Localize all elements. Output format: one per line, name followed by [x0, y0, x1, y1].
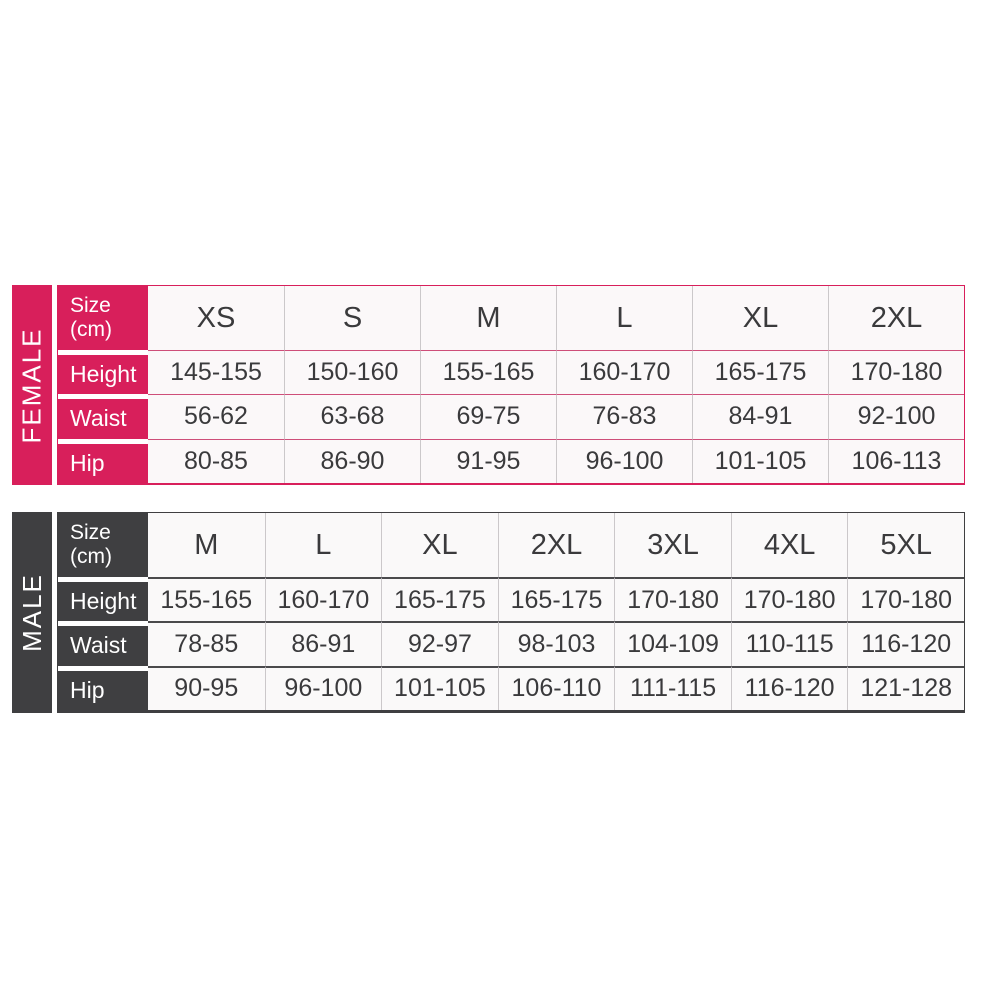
size-header-cell: M	[420, 286, 556, 350]
value-cell: 121-128	[847, 665, 964, 710]
size-header-cell: S	[284, 286, 420, 350]
value-cell: 111-115	[614, 665, 731, 710]
female-band-label: FEMALE	[16, 326, 47, 444]
value-cell: 56-62	[148, 394, 284, 438]
value-cell: 170-180	[847, 577, 964, 622]
value-cell: 78-85	[148, 621, 265, 665]
value-cell: 84-91	[692, 394, 828, 439]
unit-label-line: (cm)	[70, 545, 112, 568]
value-cell: 91-95	[420, 438, 556, 483]
row-label-cell: Waist	[58, 394, 148, 439]
value-cell: 96-100	[556, 438, 692, 483]
size-header-cell: L	[556, 286, 692, 350]
value-cell: 101-105	[381, 665, 498, 710]
value-cell: 155-165	[420, 350, 556, 395]
value-cell: 110-115	[730, 621, 848, 666]
size-header-cell: XL	[692, 286, 828, 350]
value-cell: 96-100	[264, 665, 382, 710]
value-cell: 106-110	[497, 665, 615, 710]
female-size-unit-cell: Size (cm)	[58, 286, 148, 350]
row-label-cell: Hip	[58, 438, 148, 483]
value-cell: 160-170	[556, 350, 692, 395]
row-label-cell: Hip	[58, 665, 148, 710]
value-cell: 90-95	[148, 665, 265, 710]
male-size-table: MALE Size (cm) M L XL 2XL 3XL 4XL 5XL He…	[12, 512, 965, 713]
row-label-cell: Height	[58, 350, 148, 395]
value-cell: 92-100	[828, 394, 964, 439]
male-band: MALE	[12, 512, 52, 713]
female-table-grid: Size (cm) XS S M L XL 2XL Height 145-155…	[57, 285, 965, 485]
value-cell: 150-160	[284, 350, 420, 395]
value-cell: 101-105	[692, 438, 828, 483]
value-cell: 116-120	[730, 665, 848, 710]
female-band: FEMALE	[12, 285, 52, 485]
value-cell: 155-165	[148, 577, 265, 621]
row-label-cell: Height	[58, 577, 148, 622]
row-label-cell: Waist	[58, 621, 148, 666]
unit-label-line: (cm)	[70, 318, 112, 341]
value-cell: 98-103	[497, 621, 615, 666]
value-cell: 69-75	[420, 394, 556, 439]
value-cell: 76-83	[556, 394, 692, 439]
value-cell: 63-68	[284, 394, 420, 439]
size-header-cell: L	[264, 513, 382, 577]
value-cell: 92-97	[381, 621, 498, 666]
value-cell: 145-155	[148, 350, 284, 394]
value-cell: 170-180	[614, 577, 731, 622]
female-size-table: FEMALE Size (cm) XS S M L XL 2XL Height …	[12, 285, 965, 485]
size-label-line: Size	[70, 294, 111, 318]
value-cell: 80-85	[148, 438, 284, 483]
value-cell: 106-113	[828, 438, 964, 483]
size-header-cell: 4XL	[730, 513, 848, 577]
value-cell: 165-175	[692, 350, 828, 395]
value-cell: 165-175	[381, 577, 498, 622]
value-cell: 160-170	[264, 577, 382, 622]
size-header-cell: 3XL	[614, 513, 731, 577]
value-cell: 104-109	[614, 621, 731, 666]
value-cell: 165-175	[497, 577, 615, 622]
size-header-cell: M	[194, 528, 219, 561]
size-header-cell: 2XL	[497, 513, 615, 577]
size-header-cell: XS	[196, 301, 236, 334]
size-label-line: Size	[70, 521, 111, 545]
male-table-grid: Size (cm) M L XL 2XL 3XL 4XL 5XL Height …	[57, 512, 965, 713]
size-header-cell: 2XL	[828, 286, 964, 350]
value-cell: 170-180	[828, 350, 964, 395]
size-header-cell: 5XL	[847, 513, 964, 577]
male-size-unit-cell: Size (cm)	[58, 513, 148, 577]
male-band-label: MALE	[16, 573, 47, 652]
value-cell: 86-90	[284, 438, 420, 483]
value-cell: 86-91	[264, 621, 382, 666]
value-cell: 116-120	[847, 621, 964, 666]
size-header-cell: XL	[381, 513, 498, 577]
value-cell: 170-180	[730, 577, 848, 622]
